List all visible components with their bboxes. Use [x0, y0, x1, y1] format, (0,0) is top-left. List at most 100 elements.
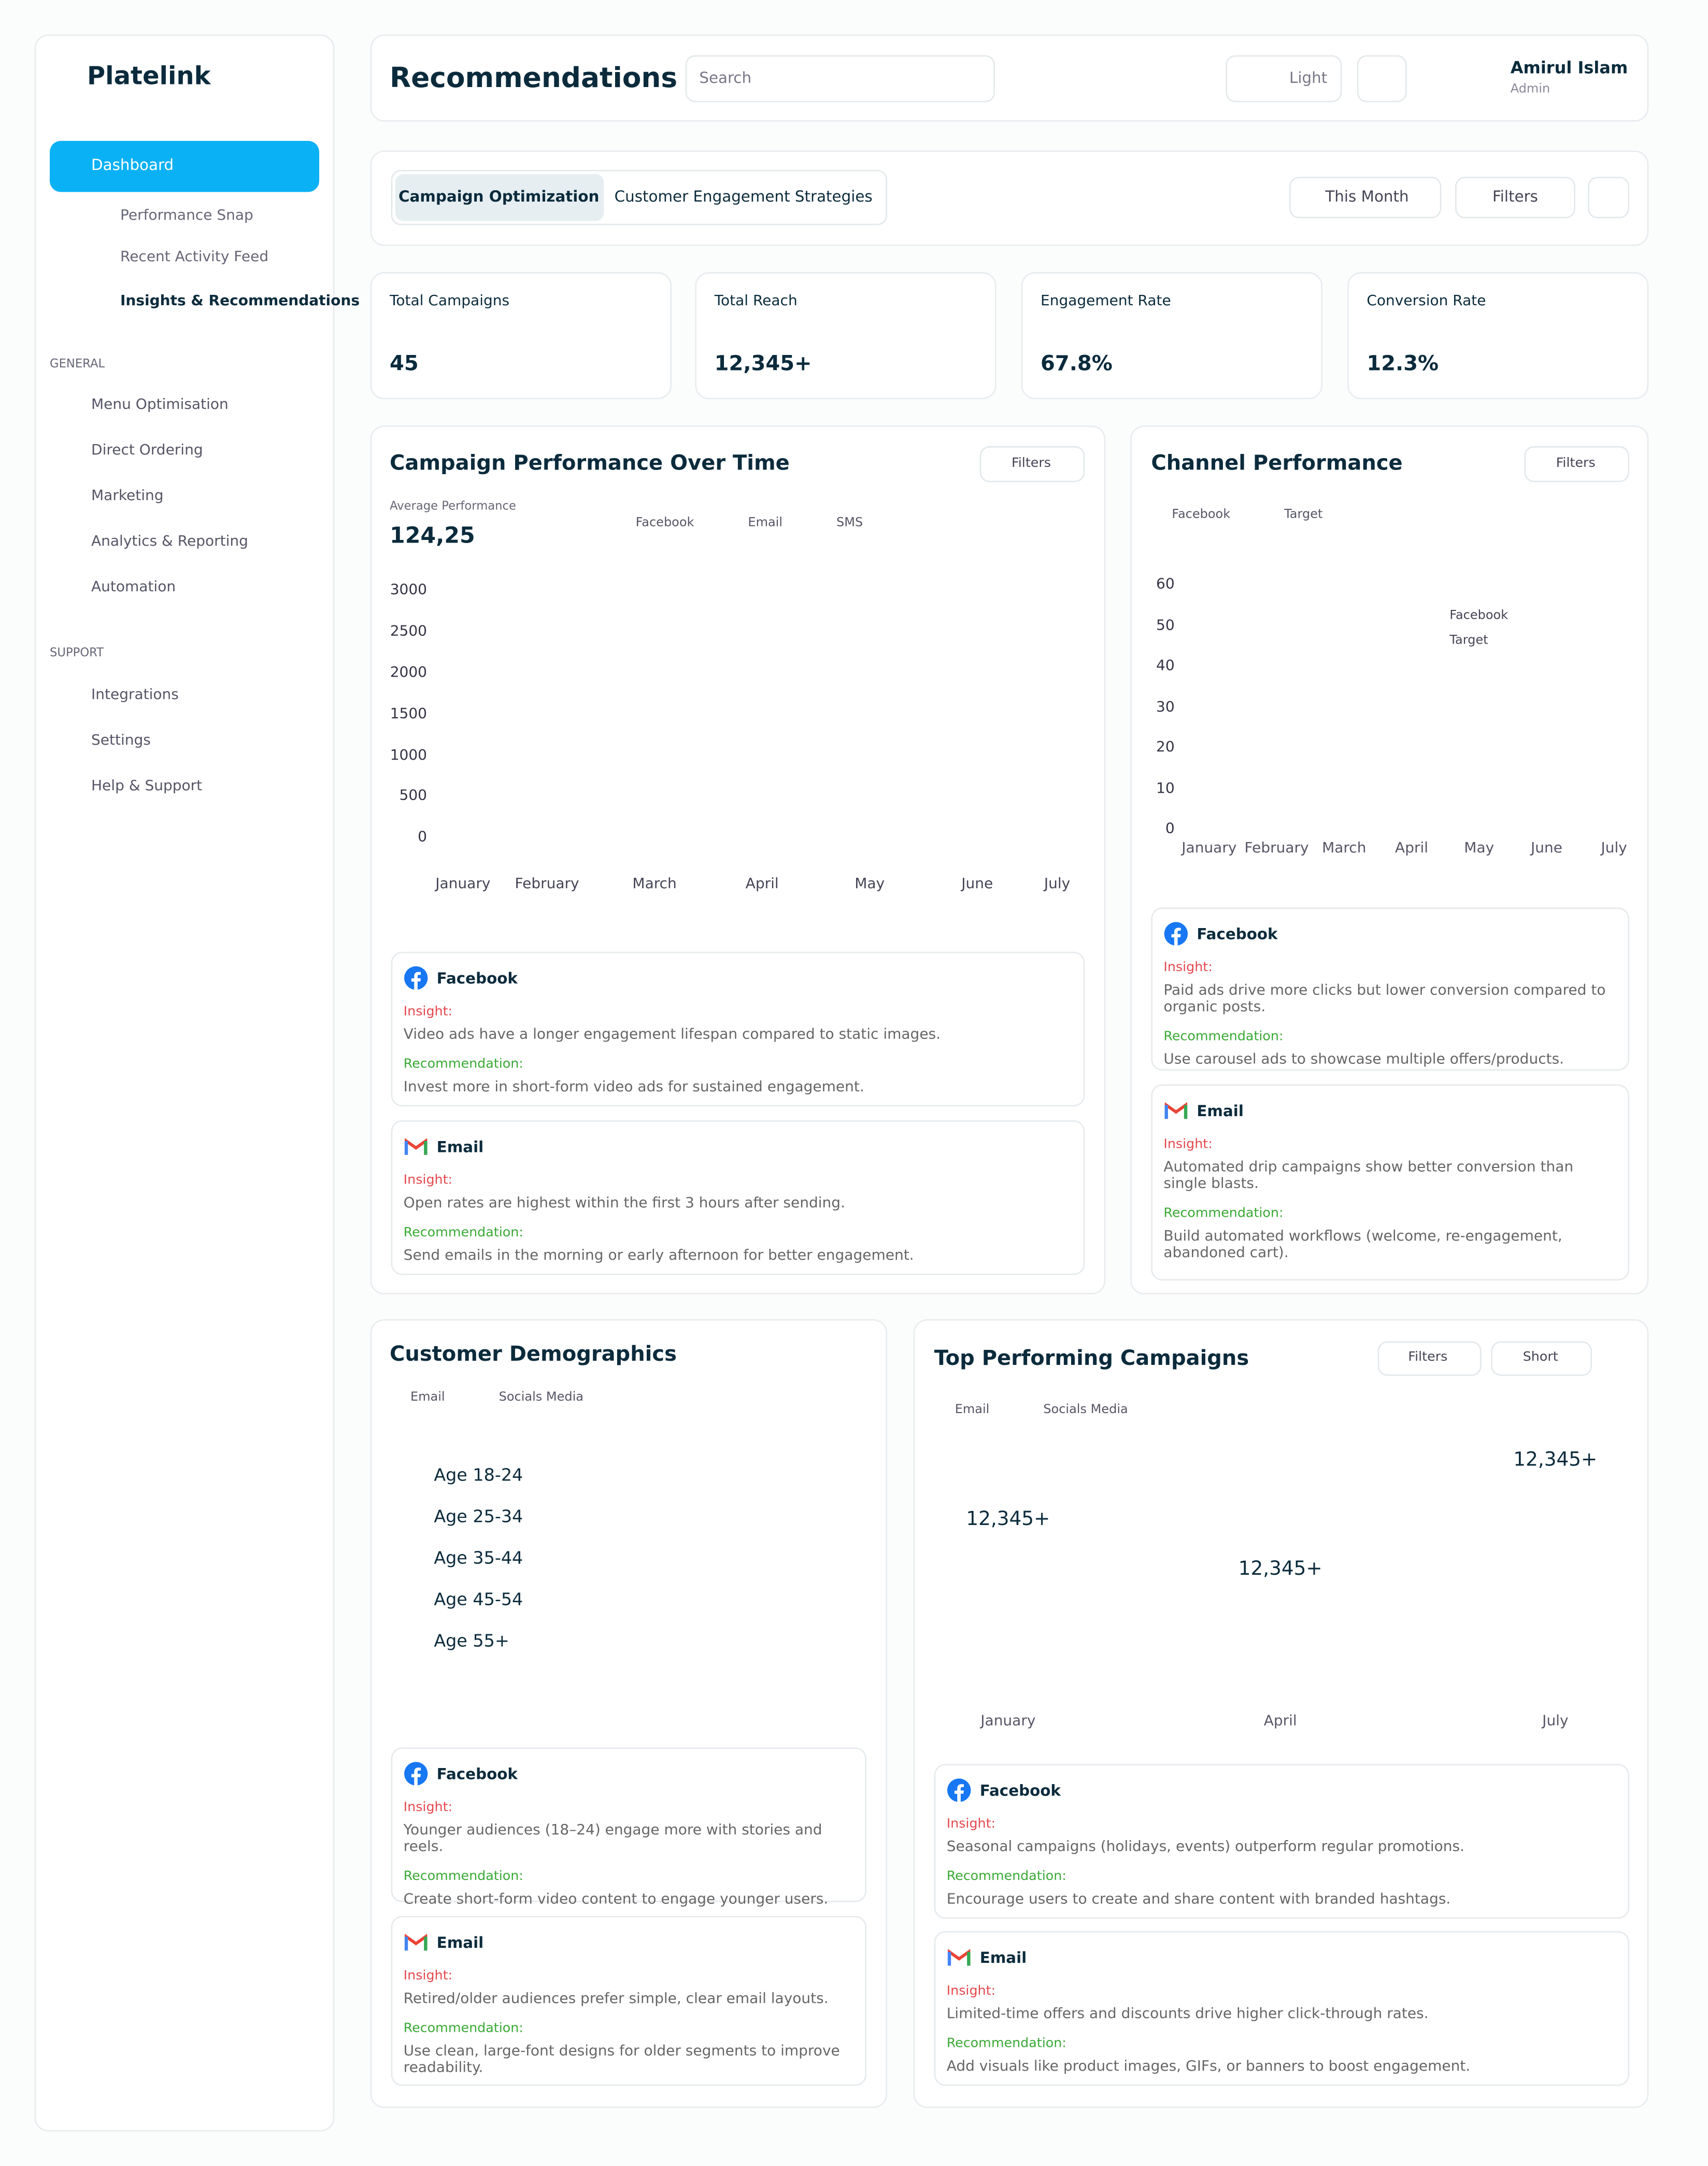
channel-name: Facebook — [436, 1764, 518, 1783]
nav-dashboard[interactable] — [50, 140, 320, 192]
nav-sub-item[interactable]: Insights & Recommendations — [120, 293, 360, 310]
insight-text: Automated drip campaigns show better con… — [1163, 1159, 1574, 1192]
filters-button[interactable] — [979, 446, 1085, 482]
insight-label: Insight: — [946, 1984, 996, 1999]
x-tick-label: March — [1322, 840, 1367, 857]
legend-label: Email — [955, 1403, 990, 1418]
x-tick-label: July — [1542, 1713, 1569, 1730]
facebook-icon — [1171, 928, 1181, 946]
insight-card: Facebook Insight: Paid ads drive more clic… — [1151, 907, 1630, 1071]
age-label: Age 18-24 — [434, 1464, 523, 1485]
nav-item[interactable]: Marketing — [91, 488, 164, 505]
filters-label[interactable]: Filters — [1492, 188, 1538, 206]
filters-label[interactable]: Filters — [1408, 1350, 1448, 1365]
nav-item[interactable]: Settings — [91, 732, 151, 749]
nav-item[interactable]: Menu Optimisation — [91, 396, 229, 414]
insight-text: Paid ads drive more clicks but lower con… — [1163, 982, 1606, 1016]
sort-button[interactable] — [1491, 1341, 1592, 1376]
gmail-icon — [405, 1933, 428, 1951]
legend-label: Facebook — [1172, 508, 1231, 523]
nav-sub-item[interactable]: Performance Snap — [120, 207, 253, 224]
tooltip-label: Facebook — [1449, 609, 1508, 623]
channel-name: Email — [979, 1948, 1027, 1966]
legend-label: Facebook — [635, 517, 694, 531]
channel-name: Facebook — [979, 1781, 1061, 1800]
insight-text: Younger audiences (18–24) engage more wi… — [403, 1822, 822, 1856]
kpi-label: Engagement Rate — [1041, 293, 1171, 310]
recommendation-label: Recommendation: — [403, 1869, 523, 1885]
search-placeholder[interactable]: Search — [699, 68, 752, 87]
recommendation-text: Create short-form video content to engag… — [403, 1891, 829, 1908]
filters-label[interactable]: Filters — [1012, 455, 1051, 471]
nav-item[interactable]: Integrations — [91, 687, 179, 704]
channel-icon — [947, 1949, 971, 1966]
recommendation-text: Add visuals like product images, GIFs, o… — [946, 2058, 1471, 2075]
tab-active[interactable] — [395, 174, 604, 221]
recommendation-label: Recommendation: — [403, 2021, 523, 2036]
insight-card: Email Insight: Limited-time offers and dis… — [934, 1931, 1630, 2086]
y-tick-label: 2000 — [390, 664, 428, 681]
filters-button[interactable] — [1455, 177, 1576, 219]
filters-button[interactable] — [1524, 446, 1630, 482]
kpi-card — [695, 272, 997, 400]
insight-header: Facebook — [404, 1761, 854, 1786]
user-name[interactable]: Amirul Islam — [1510, 58, 1628, 78]
nav-item[interactable]: Analytics & Reporting — [91, 533, 248, 550]
x-tick-label: February — [1244, 840, 1309, 857]
theme-toggle[interactable] — [1226, 55, 1342, 103]
period-select[interactable] — [1289, 177, 1442, 219]
notification-button[interactable] — [1357, 55, 1407, 103]
x-tick-label: January — [1182, 840, 1237, 857]
insight-header: Email — [404, 1930, 854, 1955]
nav-item[interactable]: Direct Ordering — [91, 442, 203, 459]
recommendation-label: Recommendation: — [403, 1057, 523, 1072]
nav-sub-item[interactable]: Recent Activity Feed — [120, 249, 269, 266]
recommendation-text: Invest more in short-form video ads for … — [403, 1078, 864, 1095]
section-heading: SUPPORT — [50, 647, 104, 661]
nav-item[interactable]: Automation — [91, 579, 176, 596]
refresh-button[interactable] — [1588, 177, 1630, 219]
filters-button[interactable] — [1377, 1341, 1482, 1376]
tooltip-label: Target — [1449, 634, 1488, 648]
insight-card: Email Insight: Retired/older audiences pre… — [391, 1916, 867, 2086]
kpi-value: 67.8% — [1041, 351, 1113, 376]
channel-name: Email — [436, 1933, 484, 1951]
x-tick-label: June — [1530, 840, 1562, 857]
filters-label[interactable]: Filters — [1556, 455, 1596, 471]
gmail-icon — [1164, 1102, 1187, 1119]
nav-item[interactable]: Help & Support — [91, 778, 203, 795]
insight-label: Insight: — [403, 1173, 453, 1188]
brand-name: Platelink — [87, 62, 211, 92]
y-tick-label: 1000 — [390, 746, 428, 763]
recommendation-label: Recommendation: — [946, 2036, 1066, 2051]
user-role: Admin — [1510, 83, 1550, 97]
insight-header: Facebook — [1163, 921, 1617, 946]
y-tick-label: 30 — [1156, 699, 1175, 716]
kpi-label: Total Campaigns — [390, 293, 510, 310]
tab[interactable]: Customer Engagement Strategies — [614, 188, 873, 206]
tab[interactable]: Campaign Optimization — [398, 188, 600, 206]
period-label[interactable]: This Month — [1325, 188, 1409, 206]
insight-label: Insight: — [403, 1800, 453, 1815]
insight-text: Seasonal campaigns (holidays, events) ou… — [946, 1839, 1464, 1856]
insight-text: Open rates are highest within the first … — [403, 1194, 845, 1212]
x-tick-label: April — [745, 876, 779, 893]
stack-label: 12,345+ — [1513, 1449, 1598, 1471]
channel-icon — [404, 1933, 428, 1951]
insight-label: Insight: — [403, 1968, 453, 1984]
channel-icon — [1164, 922, 1188, 946]
y-tick-label: 10 — [1156, 780, 1175, 797]
theme-label[interactable]: Light — [1289, 68, 1328, 87]
sort-label[interactable]: Short — [1522, 1350, 1558, 1365]
channel-name: Facebook — [1197, 924, 1278, 943]
age-label: Age 25-34 — [434, 1505, 523, 1527]
legend-label: Target — [1284, 508, 1323, 523]
y-tick-label: 500 — [399, 788, 428, 805]
insight-text: Video ads have a longer engagement lifes… — [403, 1026, 941, 1043]
recommendation-label: Recommendation: — [403, 1225, 523, 1241]
nav-label[interactable]: Dashboard — [91, 155, 174, 174]
kpi-label: Conversion Rate — [1367, 293, 1486, 310]
search-box[interactable] — [685, 55, 995, 103]
